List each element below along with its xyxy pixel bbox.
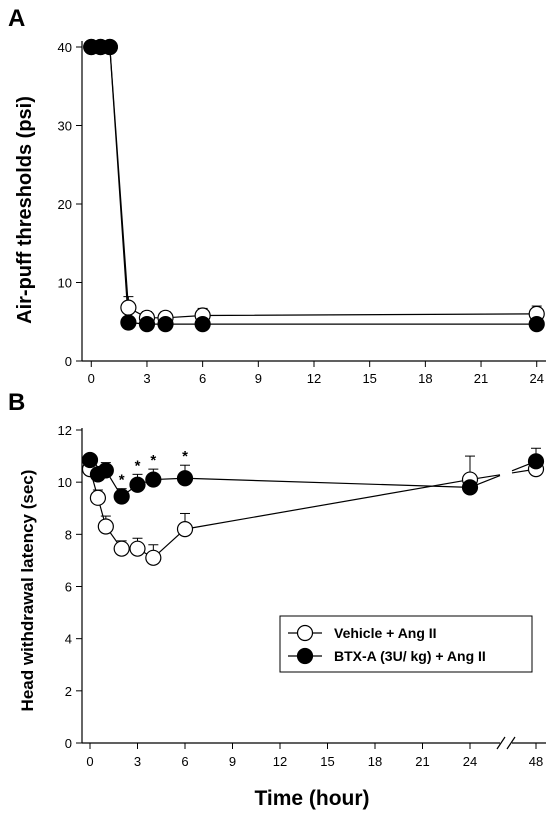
x-tick-label-b: 24: [463, 754, 477, 769]
x-tick-label-a: 24: [529, 371, 543, 386]
y-tick-label-b: 12: [58, 423, 72, 438]
data-point-b: [145, 471, 162, 488]
y-tick-label-b: 0: [65, 736, 72, 751]
data-point-b: [129, 540, 146, 557]
data-point-b: [81, 451, 99, 469]
y-tick-label-b: 8: [65, 527, 72, 542]
y-axis-label-a: Air-puff thresholds (psi): [14, 96, 36, 324]
x-tick-label-a: 3: [143, 371, 150, 386]
data-point-a: [138, 316, 156, 333]
y-tick-label-b: 10: [58, 475, 72, 490]
legend-label: BTX-A (3U/ kg) + Ang II: [334, 648, 486, 664]
data-point-b: [113, 488, 130, 505]
data-point-b: [97, 462, 114, 479]
data-point-a: [120, 314, 137, 331]
series-line-a-0: [91, 46, 537, 319]
data-point-b: [176, 470, 194, 487]
data-point-b: [89, 489, 107, 506]
y-axis-label-b: Head withdrawal latency (sec): [18, 470, 37, 712]
legend-marker: [296, 624, 314, 642]
significance-star: *: [150, 452, 156, 469]
legend: Vehicle + Ang II BTX-A (3U/ kg) + Ang II: [279, 615, 533, 673]
data-point-b: [97, 518, 114, 535]
legend-box: [279, 615, 533, 673]
x-tick-label-b: 18: [368, 754, 382, 769]
data-point-b: [176, 521, 194, 538]
y-tick-label-a: 30: [58, 119, 72, 134]
data-point-a: [194, 316, 211, 333]
y-tick-label-a: 20: [58, 197, 72, 212]
data-point-b: [145, 549, 162, 566]
data-point-b: [461, 479, 479, 496]
axis-break-mark: [506, 736, 516, 750]
significance-star: *: [182, 448, 188, 465]
x-tick-label-b: 12: [273, 754, 287, 769]
panel-letter-a: A: [8, 5, 25, 32]
y-tick-label-a: 40: [58, 40, 72, 55]
x-tick-label-a: 18: [418, 371, 432, 386]
x-tick-label-b: 15: [320, 754, 334, 769]
x-tick-label-a: 12: [307, 371, 321, 386]
x-tick-label-a: 6: [199, 371, 206, 386]
significance-star: *: [119, 472, 125, 489]
data-point-b: [113, 540, 130, 557]
x-tick-label-a: 15: [362, 371, 376, 386]
panel-letter-b: B: [8, 389, 25, 416]
axis-break-mark: [496, 736, 506, 750]
x-tick-label-b: 21: [415, 754, 429, 769]
y-tick-label-b: 2: [65, 684, 72, 699]
legend-marker: [296, 647, 314, 665]
x-tick-label-b: 6: [181, 754, 188, 769]
data-point-a: [120, 299, 137, 316]
x-tick-label-b: 3: [134, 754, 141, 769]
data-point-b: [527, 453, 545, 470]
x-axis-label: Time (hour): [254, 787, 369, 810]
data-point-b: [129, 476, 146, 493]
data-point-a: [528, 316, 545, 333]
y-tick-label-b: 4: [65, 632, 72, 647]
x-tick-label-b: 0: [86, 754, 93, 769]
x-tick-label-b: 48: [529, 754, 543, 769]
x-tick-label-a: 21: [474, 371, 488, 386]
x-tick-label-a: 9: [255, 371, 262, 386]
x-tick-label-a: 0: [88, 371, 95, 386]
significance-star: *: [135, 457, 141, 474]
x-tick-label-b: 9: [229, 754, 236, 769]
y-tick-label-a: 0: [65, 354, 72, 369]
data-point-a: [101, 38, 118, 56]
data-point-a: [157, 316, 174, 333]
legend-label: Vehicle + Ang II: [334, 625, 437, 641]
series-line-a-1: [91, 46, 537, 325]
panel-a: A 0 10 20 30 40 0 3 6 9 12 15 18 21 24 Air-puff thresho…: [8, 5, 546, 386]
y-tick-label-b: 6: [65, 580, 72, 595]
y-tick-label-a: 10: [58, 276, 72, 291]
